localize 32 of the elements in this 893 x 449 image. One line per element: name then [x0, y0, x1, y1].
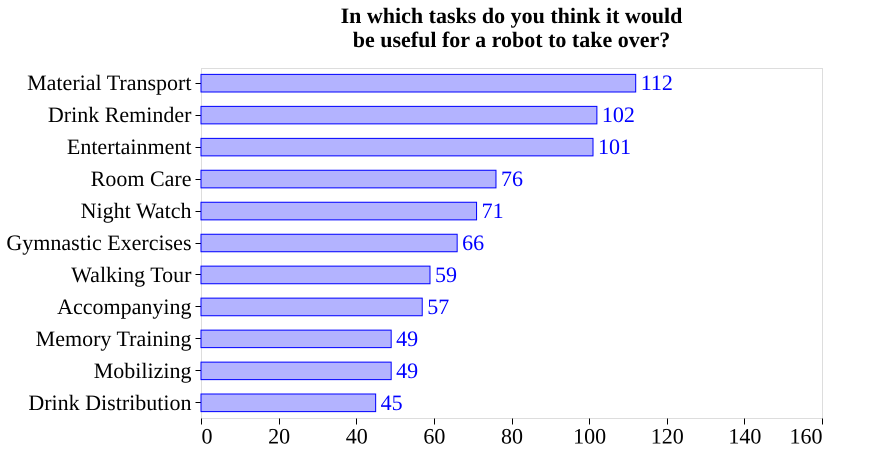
- y-tick-label: Drink Reminder: [48, 102, 192, 128]
- y-tick-label: Memory Training: [36, 326, 192, 351]
- y-tick-label: Entertainment: [66, 134, 192, 160]
- x-tick-label: 80: [501, 424, 523, 448]
- x-tick-label: 20: [268, 424, 290, 448]
- x-tick-label: 40: [346, 424, 368, 448]
- y-tick-label: Drink Distribution: [28, 390, 192, 415]
- x-tick-label: 100: [573, 424, 606, 448]
- y-tick-label: Material Transport: [27, 70, 192, 96]
- y-tick-label: Walking Tour: [71, 262, 192, 287]
- chart-title: In which tasks do you think it would be useful for a robot to take over?: [340, 3, 682, 52]
- data-label: 57: [427, 294, 450, 319]
- data-label: 102: [602, 102, 635, 128]
- data-label: 45: [380, 390, 403, 415]
- y-tick-label: Mobilizing: [94, 358, 192, 383]
- data-label: 101: [598, 134, 632, 160]
- data-label: 76: [500, 166, 523, 192]
- x-tick-label: 160: [790, 424, 822, 448]
- y-tick-label: Night Watch: [80, 198, 192, 224]
- y-tick-label: Accompanying: [57, 294, 192, 319]
- data-label: 66: [462, 230, 484, 255]
- x-tick-label: 140: [728, 424, 762, 448]
- data-label: 59: [434, 262, 457, 287]
- data-label: 49: [396, 326, 418, 351]
- data-label: 112: [640, 70, 673, 96]
- data-label: 49: [396, 358, 418, 383]
- x-tick-label: 60: [423, 424, 446, 448]
- x-tick-label: 0: [202, 424, 212, 448]
- y-tick-label: Gymnastic Exercises: [6, 230, 192, 255]
- data-label: 71: [482, 198, 504, 224]
- y-tick-label: Room Care: [90, 166, 192, 192]
- x-tick-label: 120: [650, 424, 684, 448]
